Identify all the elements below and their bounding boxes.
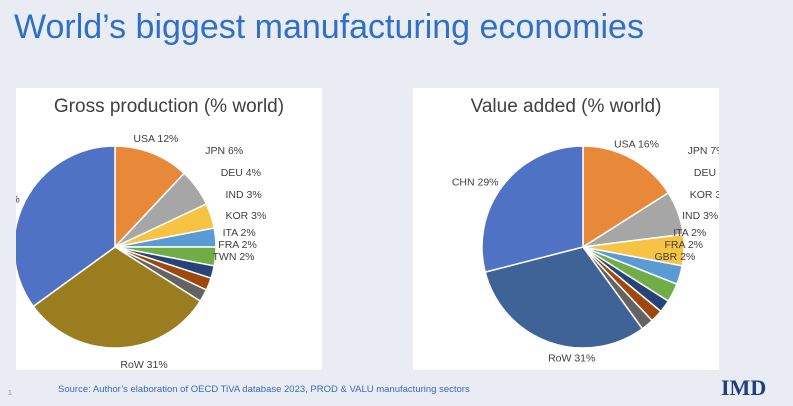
pie-label-ita: ITA 2% <box>673 227 706 239</box>
pie-label-kor: KOR 3% <box>226 210 267 222</box>
slide-title: World’s biggest manufacturing economies <box>14 8 644 46</box>
pie-label-chn: CHN 29% <box>452 176 499 188</box>
pie-label-usa: USA 16% <box>614 139 659 151</box>
pie-slice-usa <box>582 145 670 249</box>
source-note: Source: Author’s elaboration of OECD TiV… <box>58 384 470 395</box>
pie-label-twn: TWN 2% <box>213 251 255 263</box>
pie-label-ind: IND 3% <box>682 210 718 222</box>
gross-production-pie-chart: USA 12% JPN 6% DEU 4% IND 3% KOR 3% ITA 2%FRA… <box>16 133 267 370</box>
pie-label-fra: FRA 2% <box>665 239 704 251</box>
gross-production-chart-panel: Gross production (% world) USA 12% JPN 6%… <box>16 88 322 370</box>
pie-label-ita: ITA 2% <box>223 227 256 239</box>
imd-logo: IMD <box>721 375 767 400</box>
pie-label-jpn: JPN 6% <box>205 145 243 157</box>
pie-label-usa: USA 12% <box>133 133 178 145</box>
pie-label-kor: KOR 3% <box>690 189 719 201</box>
pie-label-deu: DEU 5% <box>694 167 719 179</box>
pie-slice-row <box>32 246 202 349</box>
gross-production-chart-title: Gross production (% world) <box>53 96 285 117</box>
pie-slice-usa <box>114 145 186 249</box>
pie-label-fra: FRA 2% <box>218 239 257 251</box>
pie-label-jpn: JPN 7% <box>688 145 719 157</box>
pie-label-row: RoW 31% <box>548 353 595 365</box>
pie-label-gbr: GBR 2% <box>655 251 696 263</box>
page-number: 1 <box>8 390 12 397</box>
pie-slice-row <box>484 246 644 349</box>
pie-slice-chn <box>16 145 116 308</box>
pie-label-deu: DEU 4% <box>221 167 261 179</box>
value-added-chart-panel: Value added (% world) USA 16% JPN 7% DEU 5… <box>413 88 719 370</box>
pie-label-chn: CHN 35% <box>16 193 20 205</box>
pie-label-ind: IND 3% <box>226 189 262 201</box>
value-added-pie-chart: USA 16% JPN 7% DEU 5% KOR 3% IND 3% ITA 2%FRA… <box>452 139 719 365</box>
pie-label-row: RoW 31% <box>120 359 167 370</box>
pie-slice-chn <box>481 145 584 274</box>
value-added-chart-title: Value added (% world) <box>470 96 662 117</box>
